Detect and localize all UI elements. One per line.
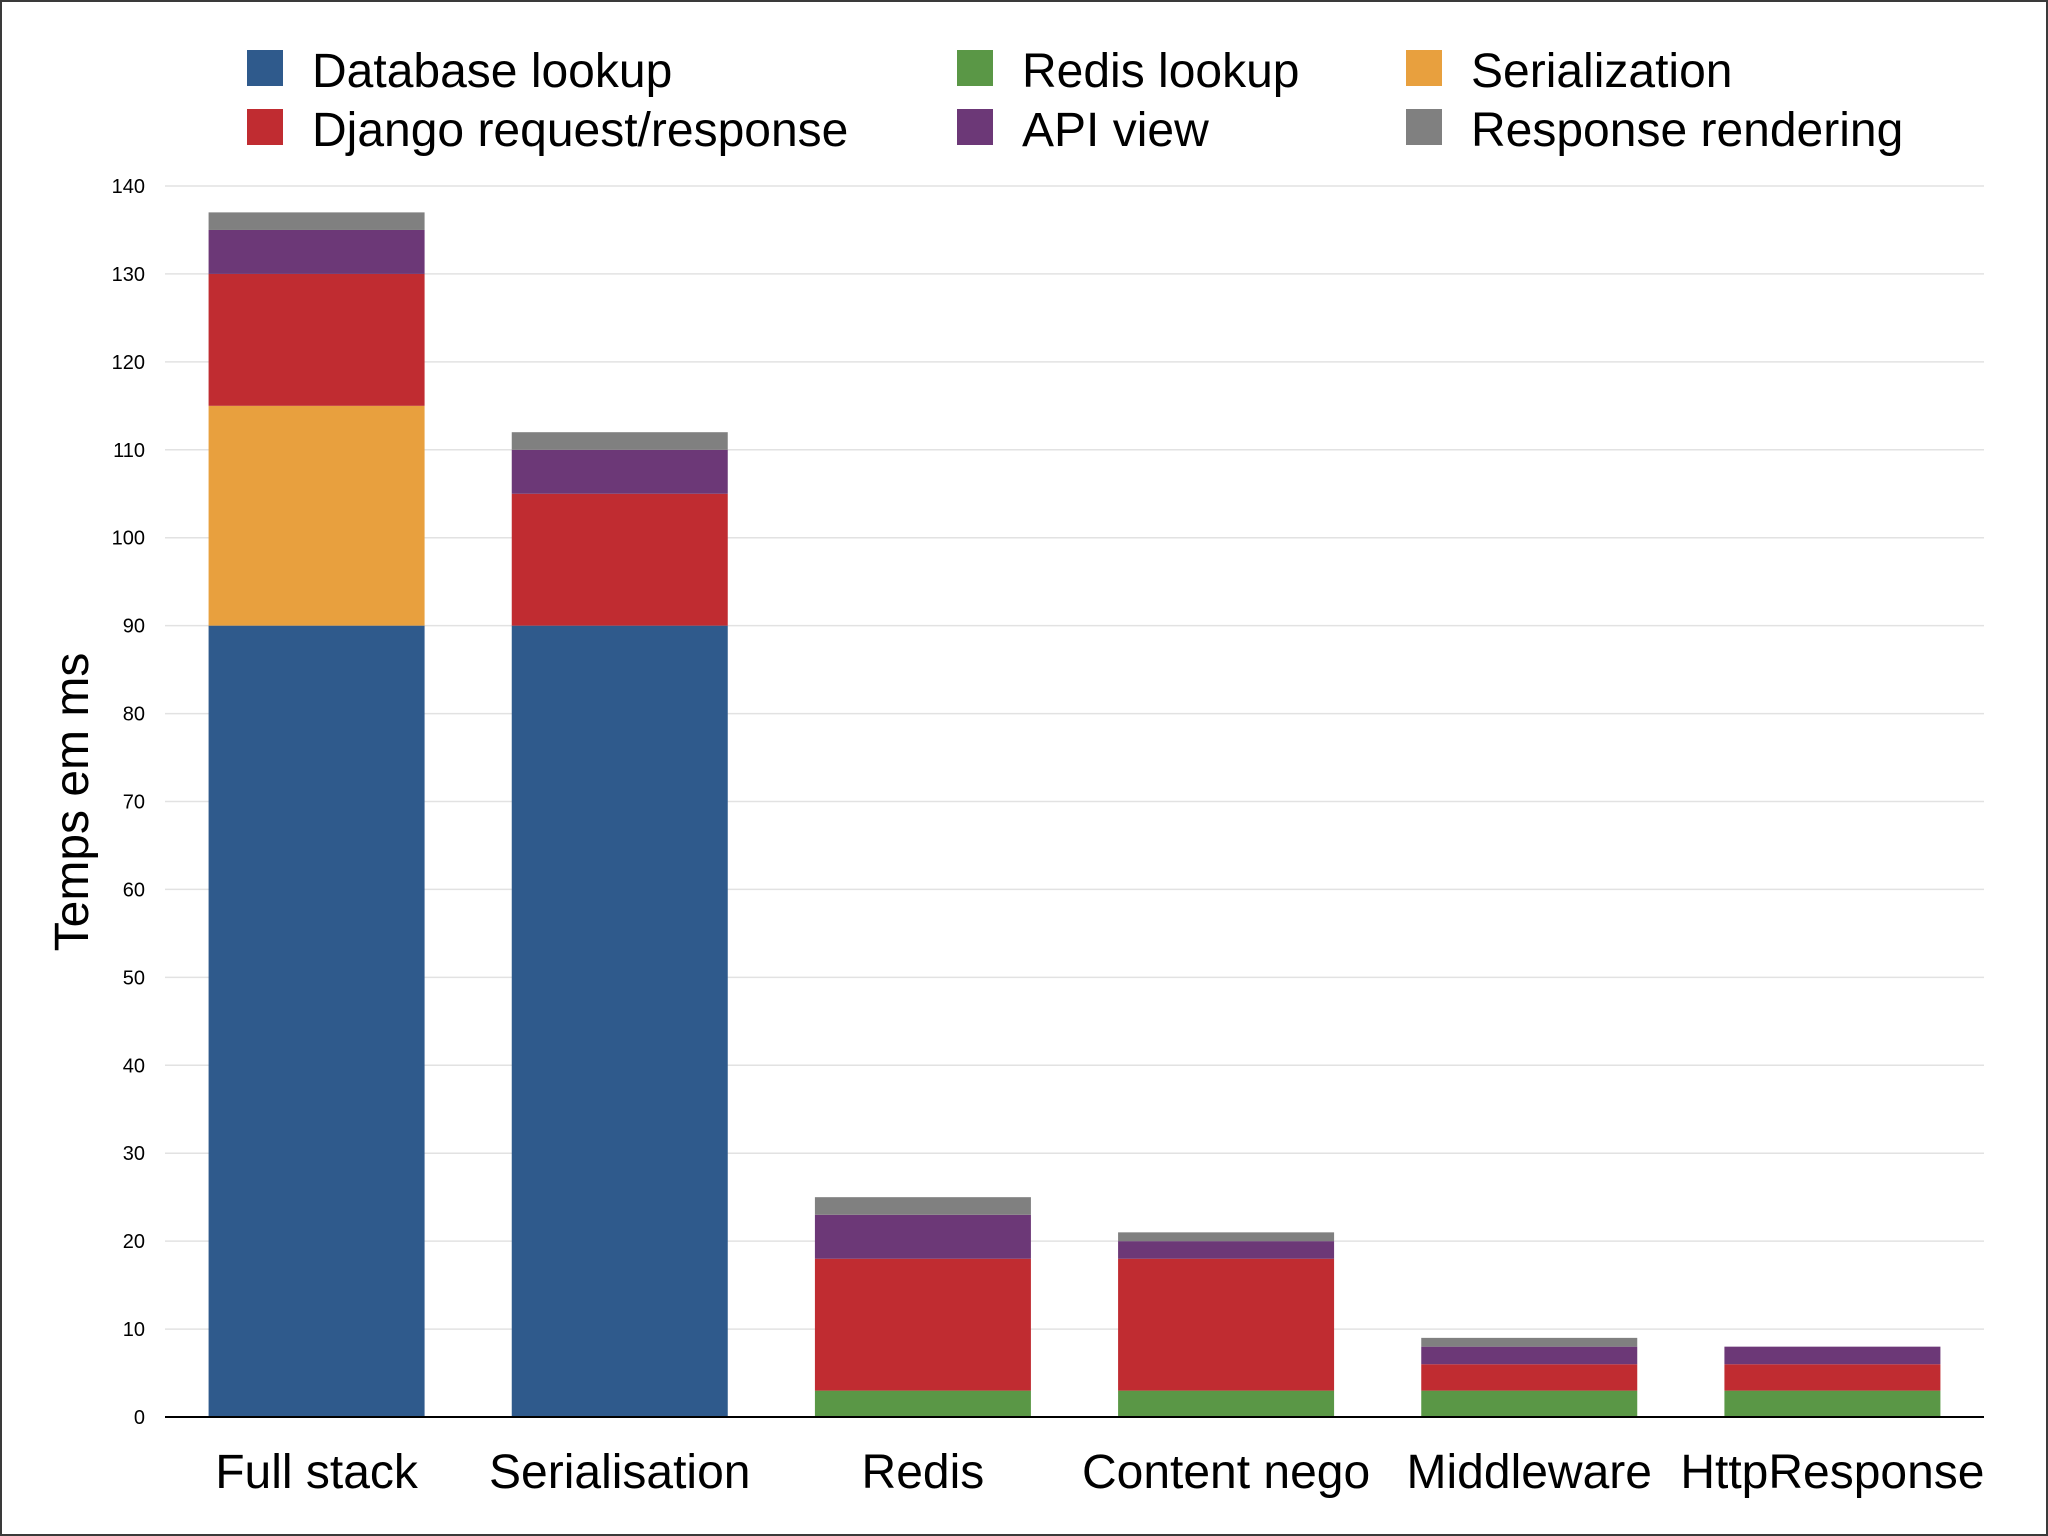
y-tick-label: 50 xyxy=(123,967,145,989)
y-axis-ticks: 0 10 20 30 40 50 60 70 80 90 100 110 120 130 140 xyxy=(112,176,145,1429)
legend-swatch xyxy=(1406,50,1442,86)
bar-segment-redis-lookup xyxy=(1118,1390,1335,1417)
x-category-label: Redis xyxy=(862,1446,985,1499)
x-category-label: Content nego xyxy=(1082,1446,1370,1499)
y-tick-label: 60 xyxy=(123,879,145,901)
legend-label: Database lookup xyxy=(312,45,672,98)
y-tick-label: 20 xyxy=(123,1231,145,1253)
legend-label: API view xyxy=(1022,104,1209,157)
bar-stack-middleware xyxy=(1421,1337,1638,1417)
legend-item-redis-lookup: Redis lookup xyxy=(957,45,1300,98)
x-axis-categories: Full stack Serialisation Redis Content nego… xyxy=(215,1446,1984,1499)
bar-segment-api-view xyxy=(1421,1346,1638,1365)
legend: Database lookup Redis lookup Serialization… xyxy=(247,45,1903,157)
bar-segment-response-rendering xyxy=(511,432,728,450)
bar-segment-django-request-response xyxy=(511,493,728,626)
y-tick-label: 120 xyxy=(112,352,145,374)
bar-segment-redis-lookup xyxy=(1421,1390,1638,1417)
y-tick-label: 130 xyxy=(112,264,145,286)
legend-label: Django request/response xyxy=(312,104,848,157)
bar-segment-api-view xyxy=(208,229,425,274)
y-tick-label: 40 xyxy=(123,1055,145,1077)
y-tick-label: 70 xyxy=(123,792,145,814)
y-tick-label: 140 xyxy=(112,176,145,198)
bar-segment-django-request-response xyxy=(1421,1364,1638,1391)
legend-swatch xyxy=(957,109,993,145)
bar-segment-response-rendering xyxy=(1421,1337,1638,1347)
bar-segment-api-view xyxy=(1724,1346,1941,1365)
x-category-label: Middleware xyxy=(1407,1446,1652,1499)
bar-segment-database-lookup xyxy=(511,625,728,1417)
legend-swatch xyxy=(1406,109,1442,145)
bar-segment-api-view xyxy=(814,1214,1031,1259)
legend-item-django-request-response: Django request/response xyxy=(247,104,848,157)
x-category-label: Full stack xyxy=(215,1446,419,1499)
legend-swatch xyxy=(247,109,283,145)
legend-label: Redis lookup xyxy=(1022,45,1300,98)
y-axis-title: Temps em ms xyxy=(46,653,99,952)
bar-segment-django-request-response xyxy=(1724,1364,1941,1391)
bars xyxy=(208,212,1941,1417)
bar-segment-response-rendering xyxy=(1118,1232,1335,1242)
bar-stack-content-nego xyxy=(1118,1232,1335,1417)
bar-stack-httpresponse xyxy=(1724,1346,1941,1417)
bar-segment-redis-lookup xyxy=(1724,1390,1941,1417)
legend-item-database-lookup: Database lookup xyxy=(247,45,672,98)
bar-segment-response-rendering xyxy=(814,1197,1031,1215)
y-tick-label: 10 xyxy=(123,1319,145,1341)
legend-item-api-view: API view xyxy=(957,104,1209,157)
x-category-label: HttpResponse xyxy=(1680,1446,1984,1499)
legend-label: Response rendering xyxy=(1471,104,1903,157)
bar-segment-redis-lookup xyxy=(814,1390,1031,1417)
y-tick-label: 110 xyxy=(113,440,145,462)
legend-item-response-rendering: Response rendering xyxy=(1406,104,1903,157)
bar-stack-full-stack xyxy=(208,212,425,1417)
y-tick-label: 80 xyxy=(123,704,145,726)
y-tick-label: 90 xyxy=(123,616,145,638)
bar-segment-django-request-response xyxy=(1118,1258,1335,1391)
bar-segment-api-view xyxy=(511,449,728,494)
legend-item-serialization: Serialization xyxy=(1406,45,1732,98)
legend-swatch xyxy=(957,50,993,86)
legend-swatch xyxy=(247,50,283,86)
bar-segment-django-request-response xyxy=(814,1258,1031,1391)
y-tick-label: 100 xyxy=(112,528,145,550)
x-category-label: Serialisation xyxy=(489,1446,750,1499)
gridlines xyxy=(165,185,1984,1330)
bar-stack-serialisation xyxy=(511,432,728,1417)
bar-segment-api-view xyxy=(1118,1241,1335,1259)
bar-segment-serialization xyxy=(208,405,425,626)
y-tick-label: 0 xyxy=(134,1407,145,1429)
legend-label: Serialization xyxy=(1471,45,1732,98)
bar-segment-django-request-response xyxy=(208,273,425,406)
bar-segment-response-rendering xyxy=(208,212,425,230)
bar-stack-redis xyxy=(814,1197,1031,1417)
bar-segment-database-lookup xyxy=(208,625,425,1417)
y-tick-label: 30 xyxy=(123,1143,145,1165)
